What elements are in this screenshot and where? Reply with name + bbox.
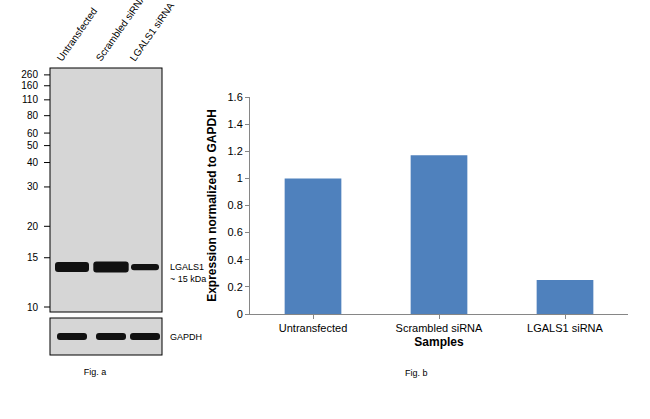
svg-text:Fig. a: Fig. a bbox=[84, 367, 107, 377]
svg-text:Expression normalized to GAPDH: Expression normalized to GAPDH bbox=[205, 109, 219, 302]
svg-text:20: 20 bbox=[27, 221, 39, 232]
svg-text:1.2: 1.2 bbox=[228, 145, 243, 157]
svg-text:LGALS1 siRNA: LGALS1 siRNA bbox=[527, 322, 603, 334]
svg-text:Untransfected: Untransfected bbox=[55, 6, 100, 63]
svg-text:1.6: 1.6 bbox=[228, 91, 243, 103]
svg-text:40: 40 bbox=[27, 157, 39, 168]
svg-text:0.6: 0.6 bbox=[228, 226, 243, 238]
svg-text:Scrambled siRNA: Scrambled siRNA bbox=[94, 0, 148, 63]
svg-text:260: 260 bbox=[21, 69, 38, 80]
svg-text:1: 1 bbox=[237, 172, 243, 184]
svg-text:Fig. b: Fig. b bbox=[405, 368, 428, 378]
svg-text:50: 50 bbox=[27, 140, 39, 151]
svg-text:LGALS1 siRNA: LGALS1 siRNA bbox=[128, 0, 177, 63]
svg-text:Scrambled siRNA: Scrambled siRNA bbox=[396, 322, 483, 334]
svg-text:80: 80 bbox=[27, 110, 39, 121]
svg-text:110: 110 bbox=[22, 94, 38, 105]
svg-text:160: 160 bbox=[21, 80, 38, 91]
svg-text:0.4: 0.4 bbox=[228, 254, 243, 266]
svg-text:60: 60 bbox=[27, 128, 39, 139]
svg-text:15: 15 bbox=[27, 252, 39, 263]
svg-text:~ 15 kDa: ~ 15 kDa bbox=[170, 274, 206, 284]
svg-text:10: 10 bbox=[27, 302, 39, 313]
svg-text:0.2: 0.2 bbox=[228, 281, 243, 293]
svg-text:Untransfected: Untransfected bbox=[279, 322, 347, 334]
svg-text:Samples: Samples bbox=[414, 335, 464, 349]
svg-text:GAPDH: GAPDH bbox=[170, 332, 202, 342]
svg-text:LGALS1: LGALS1 bbox=[170, 262, 204, 272]
svg-text:30: 30 bbox=[27, 181, 39, 192]
svg-text:0.8: 0.8 bbox=[228, 199, 243, 211]
svg-text:1.4: 1.4 bbox=[228, 118, 243, 130]
svg-text:0: 0 bbox=[237, 308, 243, 320]
